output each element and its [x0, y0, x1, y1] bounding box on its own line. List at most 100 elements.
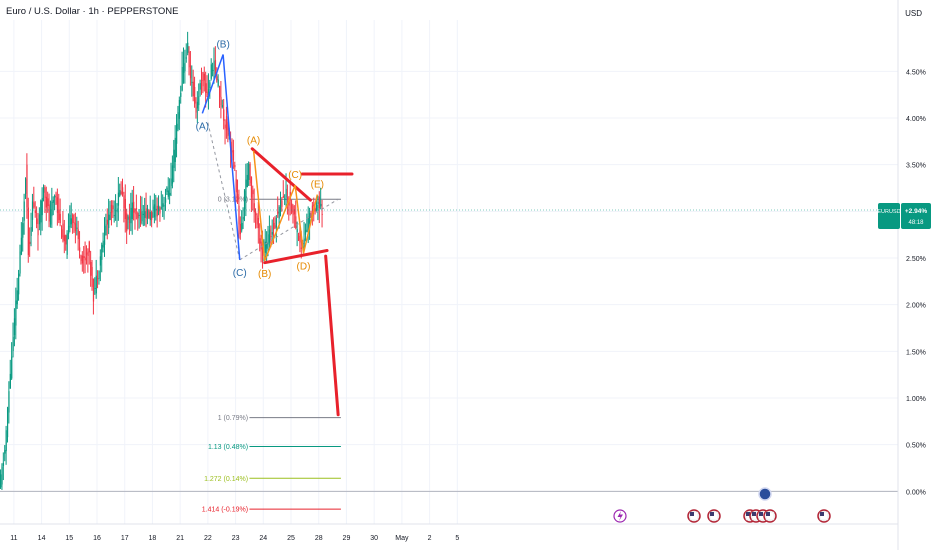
- candle-body: [29, 241, 31, 244]
- candle-body: [30, 227, 32, 236]
- candle-body: [138, 214, 140, 216]
- candle-body: [284, 198, 286, 200]
- candle-body: [134, 208, 136, 215]
- candle-body: [260, 241, 262, 250]
- candle-body: [286, 197, 289, 199]
- candle-body: [163, 205, 165, 207]
- candle-body: [311, 205, 314, 212]
- candle-body: [13, 318, 16, 335]
- candle-body: [192, 81, 194, 97]
- candle-body: [271, 232, 273, 235]
- fib-level-label: 1 (0.79%): [218, 415, 248, 422]
- candle-body: [135, 208, 138, 210]
- candle-body: [63, 235, 66, 242]
- flag-canton-icon: [820, 512, 824, 516]
- candle-body: [83, 256, 85, 258]
- candle-body: [19, 251, 21, 274]
- candle-body: [130, 207, 132, 224]
- candle-body: [167, 190, 169, 197]
- fib-layer: 0 (3.13%) 1 (0.79%) 1.13 (0.48%) 1.272 (0.1…: [202, 197, 341, 514]
- currency-label: USD: [905, 9, 922, 18]
- fib-level-label: 0 (3.13%): [218, 197, 248, 204]
- trendline-layer: [250, 147, 354, 417]
- candle-body: [256, 215, 258, 225]
- candle-body: [6, 407, 9, 438]
- candle-body: [270, 235, 272, 237]
- candle-body: [173, 149, 175, 168]
- price-badge-symbol: EURUSD: [877, 209, 900, 215]
- candle-body: [148, 210, 150, 219]
- candle-body: [58, 209, 60, 221]
- candle-body: [241, 222, 243, 231]
- candle-body: [2, 462, 5, 466]
- candle-body: [201, 79, 203, 81]
- wave-label: (D): [297, 261, 311, 272]
- dashed-layer: [207, 122, 339, 261]
- candle-body: [85, 252, 88, 255]
- wave-layer: (A) (B) (C) (A) (B) (C) (D) (E): [196, 40, 324, 280]
- candle-body: [238, 205, 240, 225]
- fib-level-label: 1.414 (-0.19%): [202, 507, 248, 514]
- candle-body: [106, 219, 108, 225]
- candle-body: [141, 211, 143, 222]
- candle-body: [69, 214, 71, 228]
- candle-body: [109, 211, 111, 221]
- candle-body: [210, 64, 212, 79]
- candle-body: [205, 83, 207, 93]
- candle-body: [235, 179, 237, 193]
- candle-body: [62, 223, 64, 241]
- candle-body: [142, 213, 145, 215]
- candle-body: [292, 205, 294, 216]
- candle-body: [313, 204, 315, 206]
- candle-body: [169, 192, 171, 196]
- candle-body: [5, 430, 7, 452]
- candle-body: [216, 76, 218, 81]
- candle-body: [94, 287, 96, 289]
- candle-body: [310, 212, 312, 217]
- candle-body: [123, 195, 125, 209]
- candle-body: [18, 273, 20, 295]
- candle-body: [224, 124, 226, 129]
- candle-body: [74, 223, 77, 232]
- candle-body: [177, 112, 179, 129]
- candle-body: [189, 65, 192, 79]
- candle-body: [110, 204, 113, 213]
- candle-body: [182, 63, 185, 73]
- price-badge-value-bg: [901, 203, 931, 229]
- y-tick-label: 2.50%: [906, 256, 926, 263]
- candle-body: [144, 211, 146, 218]
- event-marker-layer: [613, 487, 831, 523]
- x-tick-label: 24: [259, 535, 267, 542]
- candle-body: [41, 197, 43, 216]
- x-tick-label: 29: [343, 535, 351, 542]
- candle-body: [47, 198, 49, 207]
- candle-body: [171, 165, 174, 184]
- x-tick-label: 23: [232, 535, 240, 542]
- candle-body: [214, 59, 217, 76]
- candle-body: [285, 188, 287, 198]
- candle-body: [88, 241, 90, 253]
- candle-body: [101, 244, 103, 260]
- candle-body: [79, 247, 81, 252]
- wave-path: [252, 150, 319, 262]
- candle-body: [91, 267, 93, 287]
- x-tick-label: 21: [176, 535, 184, 542]
- wave-label: (A): [247, 136, 260, 147]
- candle-body: [40, 200, 42, 223]
- candle-body: [209, 82, 211, 88]
- candle-body: [34, 210, 36, 214]
- candle-body: [295, 216, 297, 229]
- candle-body: [27, 207, 29, 256]
- candle-body: [181, 66, 183, 91]
- candle-body: [65, 235, 67, 245]
- candle-body: [104, 225, 106, 245]
- candle-body: [242, 216, 244, 220]
- price-badge: EURUSD +2.94% 48:18: [0, 203, 931, 229]
- candle-body: [275, 218, 278, 228]
- candle-body: [239, 224, 242, 235]
- candle-body: [4, 450, 6, 454]
- candle-body: [131, 202, 133, 220]
- candle-body: [220, 96, 222, 106]
- candle-body: [250, 176, 253, 198]
